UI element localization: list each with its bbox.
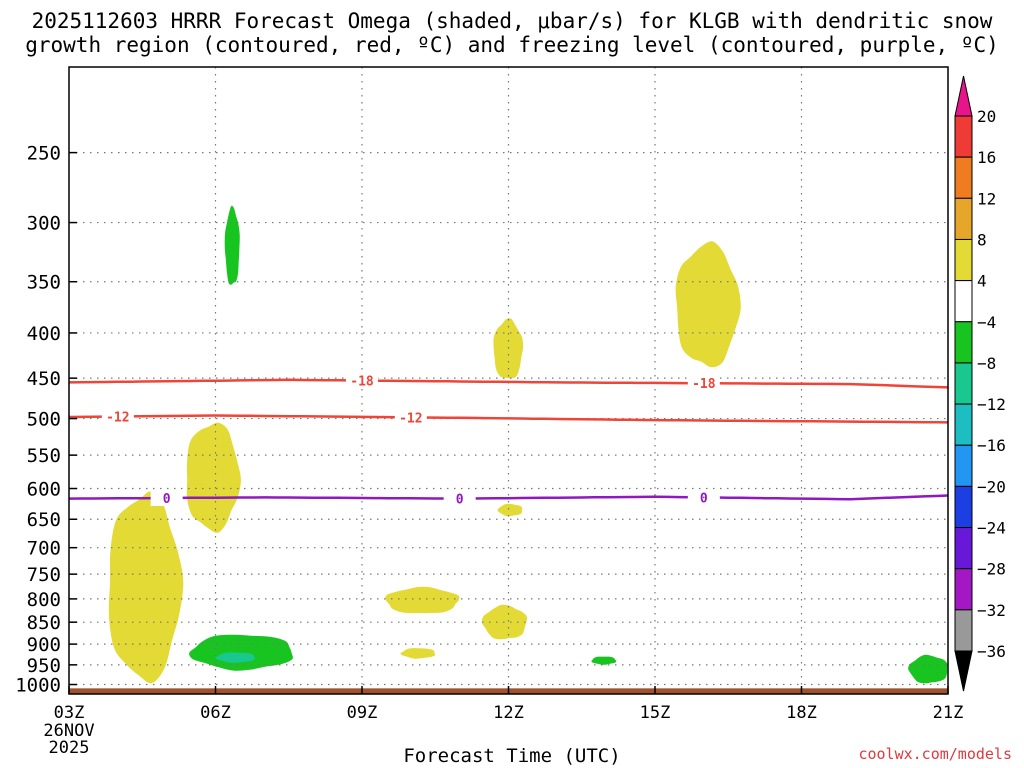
colorbar-tick-label-1: 20 [977, 107, 996, 126]
colorbar-tick-label-9: −16 [977, 436, 1006, 455]
omega-region-positive-13 [400, 648, 436, 659]
x-tick-label-15Z: 15Z [640, 703, 671, 723]
omega-region-positive-10 [385, 586, 460, 614]
contour-label-bg-2-0 [150, 490, 183, 507]
x-tick-label-21Z: 21Z [933, 703, 964, 723]
contour-minus18c-line [68, 378, 949, 389]
colorbar-segment-12 [954, 568, 973, 611]
y-tick-label-350: 350 [27, 272, 61, 294]
contour-label-bg-2-2 [687, 489, 720, 506]
x-axis-title: Forecast Time (UTC) [403, 745, 621, 767]
omega-region-negative-5 [591, 656, 617, 665]
colorbar-bottom-arrow [954, 650, 973, 692]
contour-label-bg-0-1 [687, 375, 720, 392]
contour-label-0-1: -18 [692, 377, 716, 392]
colorbar-tick-label-6: −4 [977, 313, 996, 332]
contour-label-bg-0-0 [346, 372, 378, 389]
omega-region-positive-9 [108, 491, 184, 684]
omega-region-positive-12 [497, 503, 523, 517]
contour-label-2-2: 0 [700, 491, 708, 506]
y-tick-label-600: 600 [27, 479, 61, 501]
x-tick-label-12Z: 12Z [493, 703, 524, 723]
contour-minus12c-line [68, 414, 949, 424]
contour-label-1-0: -12 [106, 411, 129, 426]
colorbar-segment-7 [954, 362, 973, 405]
colorbar-segment-8 [954, 403, 973, 446]
site-credit: coolwx.com/models [858, 745, 1012, 763]
omega-region-negative-1 [224, 205, 240, 285]
omega-region-negative-4 [908, 654, 948, 684]
omega-region-positive-11 [481, 604, 528, 640]
contour-label-0-0: -18 [350, 375, 374, 390]
y-tick-label-300: 300 [27, 213, 61, 235]
colorbar-tick-label-4: 8 [977, 230, 987, 249]
y-tick-label-650: 650 [27, 509, 61, 531]
colorbar-segment-6 [954, 321, 973, 364]
omega-region-positive-8 [186, 422, 241, 533]
y-tick-label-400: 400 [27, 323, 61, 345]
colorbar-top-arrow [954, 75, 973, 117]
y-tick-label-1000: 1000 [15, 675, 61, 697]
y-tick-label-800: 800 [27, 589, 61, 611]
x-tick-label-06Z: 06Z [200, 703, 231, 723]
x-tick-label-18Z: 18Z [786, 703, 817, 723]
colorbar-segment-4 [954, 238, 973, 282]
contour-label-bg-2-1 [443, 490, 476, 507]
colorbar-tick-label-11: −24 [977, 519, 1006, 538]
colorbar-segment-3 [954, 197, 973, 240]
colorbar-tick-label-13: −32 [977, 601, 1006, 620]
y-tick-label-500: 500 [27, 409, 61, 431]
contour-0c-line [68, 494, 949, 501]
y-tick-label-900: 900 [27, 634, 61, 656]
x-date-label-2: 2025 [49, 738, 90, 758]
y-tick-label-950: 950 [27, 655, 61, 677]
contour-label-bg-1-0 [101, 408, 134, 425]
omega-region-negative-3 [215, 652, 255, 663]
y-tick-label-750: 750 [27, 564, 61, 586]
omega-region-positive-6 [675, 241, 741, 368]
axes-layer: 2503003504004505005506006507007508008509… [15, 66, 964, 758]
x-date-label-1: 26NOV [43, 721, 94, 741]
contour-label-bg-1-1 [394, 409, 427, 426]
omega-regions [69, 205, 948, 694]
colorbar-tick-label-14: −36 [977, 642, 1006, 661]
contour-layer: -18 -18 -12 -12 0 0 0 [68, 372, 949, 508]
omega-region-negative-2 [189, 634, 293, 671]
colorbar-segment-11 [954, 527, 973, 570]
colorbar-segment-2 [954, 156, 973, 199]
chart-title-line-2: growth region (contoured, red, ºC) and f… [25, 33, 999, 57]
y-tick-label-700: 700 [27, 538, 61, 560]
y-tick-label-550: 550 [27, 445, 61, 467]
colorbar-tick-label-7: −8 [977, 354, 996, 373]
colorbar-tick-label-10: −20 [977, 477, 1006, 496]
contour-label-2-0: 0 [163, 492, 171, 507]
contour-label-1-1: -12 [399, 411, 422, 426]
x-tick-label-03Z: 03Z [54, 703, 85, 723]
colorbar-segment-9 [954, 444, 973, 487]
colorbar-segment-5 [954, 280, 973, 323]
colorbar-tick-label-12: −28 [977, 560, 1006, 579]
colorbar-tick-label-5: 4 [977, 272, 987, 291]
colorbar-segment-1 [954, 115, 973, 158]
colorbar: 20 16 12 8 4 −4 −8 −12 −16 −20 −24 −28 −32 −36 [954, 75, 1006, 692]
colorbar-tick-label-3: 12 [977, 189, 996, 208]
colorbar-segment-13 [954, 609, 973, 652]
colorbar-tick-label-8: −12 [977, 395, 1006, 414]
chart-title-line-1: 2025112603 HRRR Forecast Omega (shaded, … [31, 9, 993, 33]
y-tick-label-850: 850 [27, 612, 61, 634]
x-tick-label-09Z: 09Z [347, 703, 378, 723]
y-tick-label-450: 450 [27, 368, 61, 390]
colorbar-segment-10 [954, 485, 973, 529]
contour-label-2-1: 0 [456, 493, 464, 508]
y-tick-label-250: 250 [27, 143, 61, 165]
colorbar-tick-label-2: 16 [977, 148, 996, 167]
omega-shading-layer [69, 205, 948, 694]
